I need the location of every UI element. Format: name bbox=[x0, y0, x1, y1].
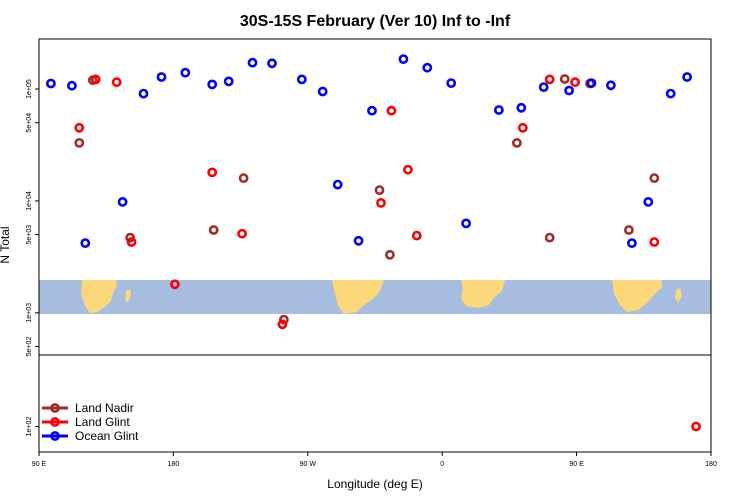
land-nadir-point bbox=[74, 137, 85, 148]
ocean-glint-point bbox=[446, 78, 457, 88]
ocean-glint-point bbox=[180, 67, 191, 78]
x-tick-label: 90 W bbox=[300, 461, 317, 468]
land-glint-point bbox=[570, 77, 580, 88]
land-glint-point bbox=[111, 77, 122, 88]
ocean-glint-point bbox=[422, 62, 433, 73]
africa-landmass-repeat bbox=[612, 280, 662, 312]
land-nadir-point bbox=[208, 225, 219, 235]
legend-ocean-glint-label: Ocean Glint bbox=[75, 429, 139, 443]
y-tick-label: 5e+03 bbox=[26, 225, 33, 245]
ocean-glint-point bbox=[538, 82, 549, 92]
y-axis-ticks: 1e+05 5e+04 1e+04 5e+03 1e+03 5e+02 1e+02 bbox=[26, 79, 39, 436]
land-glint-point bbox=[544, 74, 555, 85]
legend-land-glint-marker bbox=[50, 417, 60, 427]
land-glint-point bbox=[74, 122, 85, 133]
ocean-glint-point bbox=[156, 72, 167, 82]
ocean-glint-point bbox=[606, 80, 616, 91]
ocean-glint-point bbox=[367, 105, 377, 116]
ocean-glint-point bbox=[296, 74, 307, 85]
legend-land-nadir-label: Land Nadir bbox=[75, 401, 134, 415]
x-tick-label: 90 E bbox=[569, 461, 584, 468]
land-nadir-point bbox=[278, 314, 289, 325]
plot-frame-lower bbox=[38, 354, 712, 453]
land-nadir-point bbox=[649, 173, 660, 183]
land-glint-point bbox=[376, 197, 386, 208]
ocean-glint-point bbox=[80, 238, 91, 248]
land-glint-point bbox=[517, 122, 528, 133]
y-tick-label: 1e+02 bbox=[26, 417, 33, 437]
x-tick-label: 180 bbox=[705, 461, 717, 468]
africa-landmass bbox=[81, 280, 117, 313]
ocean-glint-point bbox=[317, 86, 328, 97]
x-axis-label: Longitude (deg E) bbox=[327, 477, 422, 491]
legend: Land Nadir Land Glint Ocean Glint bbox=[42, 401, 139, 443]
ocean-glint-point bbox=[398, 54, 409, 64]
australia-landmass bbox=[461, 280, 505, 308]
ocean-glint-point bbox=[461, 218, 471, 229]
land-glint-point bbox=[691, 421, 701, 432]
ocean-glint-point bbox=[643, 196, 654, 207]
x-tick-label: 0 bbox=[440, 461, 444, 468]
y-tick-label: 1e+05 bbox=[26, 79, 33, 99]
ocean-glint-point bbox=[682, 72, 692, 82]
land-glint-point bbox=[237, 228, 247, 239]
ocean-glint-point bbox=[138, 88, 149, 99]
ocean-glint-point bbox=[665, 88, 676, 99]
ocean-glint-point bbox=[223, 76, 234, 87]
ocean-glint-point bbox=[46, 78, 56, 89]
ocean-glint-point bbox=[247, 57, 258, 68]
land-glint-point bbox=[386, 105, 397, 116]
land-glint-point bbox=[277, 319, 288, 330]
land-nadir-point bbox=[624, 225, 634, 235]
land-glint-point bbox=[169, 279, 180, 290]
ocean-glint-point bbox=[564, 85, 574, 96]
legend-land-glint-label: Land Glint bbox=[75, 415, 130, 429]
y-tick-label: 1e+03 bbox=[26, 303, 33, 323]
ocean-glint-point bbox=[516, 102, 527, 113]
ocean-glint-point bbox=[117, 196, 128, 207]
y-tick-label: 5e+02 bbox=[26, 337, 33, 357]
south-america-landmass bbox=[332, 280, 384, 314]
x-tick-label: 90 E bbox=[32, 461, 47, 468]
chart-title: 30S-15S February (Ver 10) Inf to -Inf bbox=[240, 13, 511, 30]
data-points bbox=[46, 54, 701, 432]
ocean-glint-point bbox=[207, 79, 218, 90]
land-nadir-point bbox=[544, 232, 555, 243]
y-tick-label: 5e+04 bbox=[26, 113, 33, 133]
ocean-glint-point bbox=[332, 179, 343, 190]
land-nadir-point bbox=[374, 185, 385, 195]
land-glint-point bbox=[649, 237, 660, 247]
madagascar-landmass-repeat bbox=[675, 288, 682, 303]
land-nadir-point bbox=[238, 173, 249, 183]
x-axis-ticks: 90 E 180 90 W 0 90 E 180 bbox=[32, 452, 717, 468]
land-glint-point bbox=[126, 237, 137, 247]
ocean-glint-point bbox=[493, 105, 504, 115]
ocean-glint-point bbox=[627, 238, 637, 248]
madagascar-landmass bbox=[125, 289, 131, 303]
ocean-glint-point bbox=[586, 78, 597, 88]
land-nadir-point bbox=[512, 137, 522, 148]
ocean-glint-point bbox=[67, 80, 77, 91]
land-nadir-point bbox=[559, 74, 570, 84]
x-tick-label: 180 bbox=[168, 461, 180, 468]
y-tick-label: 1e+04 bbox=[26, 191, 33, 211]
ocean-glint-point bbox=[353, 235, 364, 246]
land-glint-point bbox=[411, 230, 422, 241]
land-nadir-point bbox=[384, 249, 395, 260]
land-glint-point bbox=[402, 164, 413, 175]
land-glint-point bbox=[90, 74, 101, 85]
legend-ocean-glint-marker bbox=[50, 431, 60, 441]
world-map-strip bbox=[39, 280, 711, 314]
y-axis-label: N Total bbox=[0, 226, 12, 263]
land-glint-point bbox=[207, 167, 218, 178]
legend-land-nadir-marker bbox=[50, 403, 60, 413]
ocean-glint-point bbox=[267, 58, 277, 69]
